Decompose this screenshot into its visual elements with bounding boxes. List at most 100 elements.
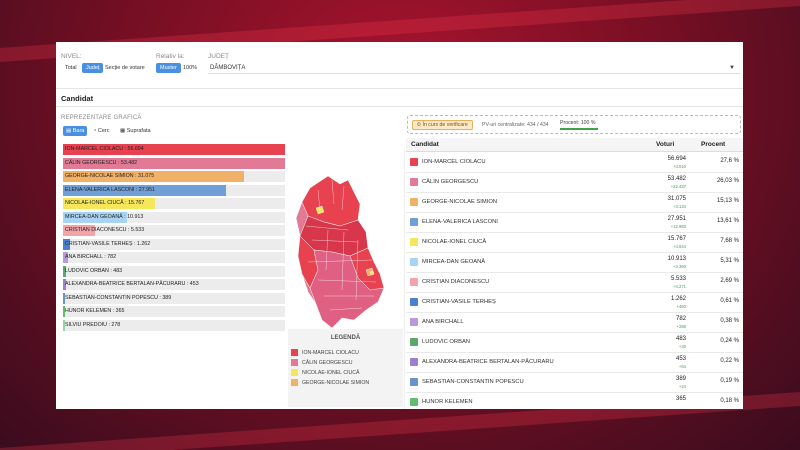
pie-chart-icon: ◔ bbox=[93, 128, 97, 134]
bar-row[interactable]: ELENA-VALERICA LASCONI : 27.951 bbox=[63, 184, 285, 196]
candidate-percent: 2,69 % bbox=[720, 278, 739, 284]
bar-row[interactable]: ANA BIRCHALL : 782 bbox=[63, 252, 285, 263]
nivel-option-sectie[interactable]: Secție de votare bbox=[105, 65, 145, 71]
table-row[interactable]: ELENA-VALERICA LASCONI 27.951 +12.983 13,61… bbox=[406, 213, 743, 233]
map-legend: LEGENDĂ ION-MARCEL CIOLACU CĂLIN GEORGES… bbox=[288, 329, 403, 407]
candidate-votes-delta: +30 bbox=[678, 344, 686, 349]
bar-label: ION-MARCEL CIOLACU : 56.694 bbox=[65, 146, 144, 152]
relativ-option-muster[interactable]: Muster bbox=[156, 63, 181, 73]
candidate-votes-delta: +22.437 bbox=[670, 184, 686, 189]
nivel-option-judet[interactable]: Județ bbox=[82, 63, 104, 73]
view-area-label: Suprafata bbox=[126, 128, 151, 134]
candidate-votes-delta: +12.983 bbox=[670, 224, 686, 229]
bar bbox=[63, 306, 66, 317]
table-row[interactable]: ION-MARCEL CIOLACU 56.694 +3.010 27,6 % bbox=[406, 153, 743, 173]
bar-row[interactable]: GEORGE-NICOLAE SIMION : 31.075 bbox=[63, 171, 285, 182]
candidate-percent: 0,18 % bbox=[720, 398, 739, 404]
candidate-name: ELENA-VALERICA LASCONI bbox=[422, 219, 498, 225]
bar-row[interactable]: SEBASTIAN-CONSTANTIN POPESCU : 389 bbox=[63, 292, 285, 304]
table-row[interactable]: CRISTIAN DIACONESCU 5.533 +4.271 2,69 % bbox=[406, 273, 743, 293]
county-map[interactable] bbox=[288, 170, 408, 330]
candidate-votes-delta: +460 bbox=[676, 304, 686, 309]
bar-label: MIRCEA-DAN GEOANĂ : 10.913 bbox=[65, 213, 144, 220]
candidate-percent: 0,19 % bbox=[720, 378, 739, 384]
percent-progress-fill bbox=[560, 128, 598, 130]
candidate-color-swatch bbox=[410, 158, 418, 166]
candidate-votes: 56.694 bbox=[667, 156, 686, 162]
candidate-percent: 5,31 % bbox=[720, 258, 739, 264]
bar-row[interactable]: ION-MARCEL CIOLACU : 56.694 bbox=[63, 144, 285, 155]
candidate-name: LUDOVIC ORBAN bbox=[422, 339, 470, 345]
nivel-label: NIVEL: bbox=[61, 53, 82, 60]
bar-row[interactable]: NICOLAE-IONEL CIUCĂ : 15.767 bbox=[63, 198, 285, 209]
candidate-percent: 13,61 % bbox=[716, 218, 739, 224]
bar-label: CRISTIAN DIACONESCU : 5.533 bbox=[65, 227, 145, 233]
candidate-votes-delta: +3.360 bbox=[673, 264, 686, 269]
bar-row[interactable]: CĂLIN GEORGESCU : 53.482 bbox=[63, 157, 285, 169]
divider bbox=[56, 106, 743, 107]
bar-row[interactable]: ALEXANDRA-BEATRICE BERTALAN-PĂCURARU : 4… bbox=[63, 279, 285, 290]
bar bbox=[63, 292, 66, 304]
bar-row[interactable]: LUDOVIC ORBAN : 483 bbox=[63, 265, 285, 277]
map-region-east[interactable] bbox=[349, 247, 385, 291]
legend-item: CĂLIN GEORGESCU bbox=[291, 359, 352, 367]
candidate-name: NICOLAE-IONEL CIUCĂ bbox=[422, 239, 487, 245]
candidate-color-swatch bbox=[410, 338, 418, 346]
candidate-name: SEBASTIAN-CONSTANTIN POPESCU bbox=[422, 379, 524, 385]
relativ-option-100[interactable]: 100% bbox=[183, 65, 198, 71]
candidate-color-swatch bbox=[410, 378, 418, 386]
candidate-percent: 15,13 % bbox=[716, 198, 739, 204]
results-card: NIVEL: Total Județ Secție de votare Rela… bbox=[56, 42, 743, 409]
bar-row[interactable]: CRISTIAN DIACONESCU : 5.533 bbox=[63, 225, 285, 236]
table-row[interactable]: NICOLAE-IONEL CIUCĂ 15.767 +4.844 7,68 % bbox=[406, 233, 743, 253]
table-row[interactable]: ANA BIRCHALL 782 +286 0,38 % bbox=[406, 313, 743, 333]
table-row[interactable]: CĂLIN GEORGESCU 53.482 +22.437 26,03 % bbox=[406, 173, 743, 193]
table-row[interactable]: HUNOR KELEMEN 365 0,18 % bbox=[406, 393, 743, 409]
candidate-name: MIRCEA-DAN GEOANĂ bbox=[422, 259, 486, 265]
candidate-name: ANA BIRCHALL bbox=[422, 319, 464, 325]
legend-swatch bbox=[291, 379, 298, 387]
nivel-option-total[interactable]: Total bbox=[65, 65, 77, 71]
candidate-color-swatch bbox=[410, 178, 418, 186]
candidate-votes: 15.767 bbox=[667, 236, 686, 242]
bar bbox=[63, 279, 66, 290]
legend-label: NICOLAE-IONEL CIUCĂ bbox=[302, 370, 360, 376]
header-candidat[interactable]: Candidat bbox=[411, 141, 439, 148]
candidate-votes: 31.075 bbox=[667, 196, 686, 202]
table-row[interactable]: SEBASTIAN-CONSTANTIN POPESCU 389 +24 0,19 % bbox=[406, 373, 743, 393]
table-row[interactable]: LUDOVIC ORBAN 483 +30 0,24 % bbox=[406, 333, 743, 353]
view-circle-label: Cerc bbox=[97, 128, 110, 134]
candidate-votes: 782 bbox=[675, 316, 686, 322]
table-row[interactable]: CRISTIAN-VASILE TERHEȘ 1.262 +460 0,61 % bbox=[406, 293, 743, 313]
bar-label: CRISTIAN-VASILE TERHEȘ : 1.262 bbox=[65, 240, 151, 247]
bar bbox=[63, 171, 244, 182]
map-region-north[interactable] bbox=[301, 175, 361, 227]
view-area-button[interactable]: ▦ Suprafata bbox=[117, 126, 154, 136]
candidate-percent: 0,24 % bbox=[720, 338, 739, 344]
bar bbox=[63, 211, 127, 223]
table-header bbox=[406, 138, 743, 152]
candidate-color-swatch bbox=[410, 238, 418, 246]
candidate-votes: 483 bbox=[675, 336, 686, 342]
bar-row[interactable]: HUNOR KELEMEN : 365 bbox=[63, 306, 285, 317]
candidate-votes-delta: +64 bbox=[678, 364, 686, 369]
candidate-votes-delta: +3.134 bbox=[673, 204, 686, 209]
header-voturi[interactable]: Voturi bbox=[656, 141, 675, 148]
header-procent[interactable]: Procent bbox=[701, 141, 726, 148]
candidate-percent: 0,38 % bbox=[720, 318, 739, 324]
table-row[interactable]: GEORGE-NICOLAE SIMION 31.075 +3.134 15,13 % bbox=[406, 193, 743, 213]
view-circle-button[interactable]: ◔ Cerc bbox=[90, 126, 112, 136]
bar-row[interactable]: SILVIU PREDOIU : 278 bbox=[63, 319, 285, 331]
judet-select[interactable]: DÂMBOVIȚA ▼ bbox=[208, 62, 740, 74]
candidate-percent: 7,68 % bbox=[720, 238, 739, 244]
table-row[interactable]: MIRCEA-DAN GEOANĂ 10.913 +3.360 5,31 % bbox=[406, 253, 743, 273]
bar-label: HUNOR KELEMEN : 365 bbox=[65, 308, 125, 314]
bar-row[interactable]: MIRCEA-DAN GEOANĂ : 10.913 bbox=[63, 211, 285, 223]
map-region-ciuca-2[interactable] bbox=[369, 270, 375, 276]
bar-row[interactable]: CRISTIAN-VASILE TERHEȘ : 1.262 bbox=[63, 238, 285, 250]
judet-label: JUDEȚ bbox=[208, 53, 229, 60]
candidate-name: ALEXANDRA-BEATRICE BERTALAN-PĂCURARU bbox=[422, 359, 554, 365]
view-bar-button[interactable]: ▤ Bara bbox=[63, 126, 88, 136]
bar bbox=[63, 238, 71, 250]
table-row[interactable]: ALEXANDRA-BEATRICE BERTALAN-PĂCURARU 453 +… bbox=[406, 353, 743, 373]
